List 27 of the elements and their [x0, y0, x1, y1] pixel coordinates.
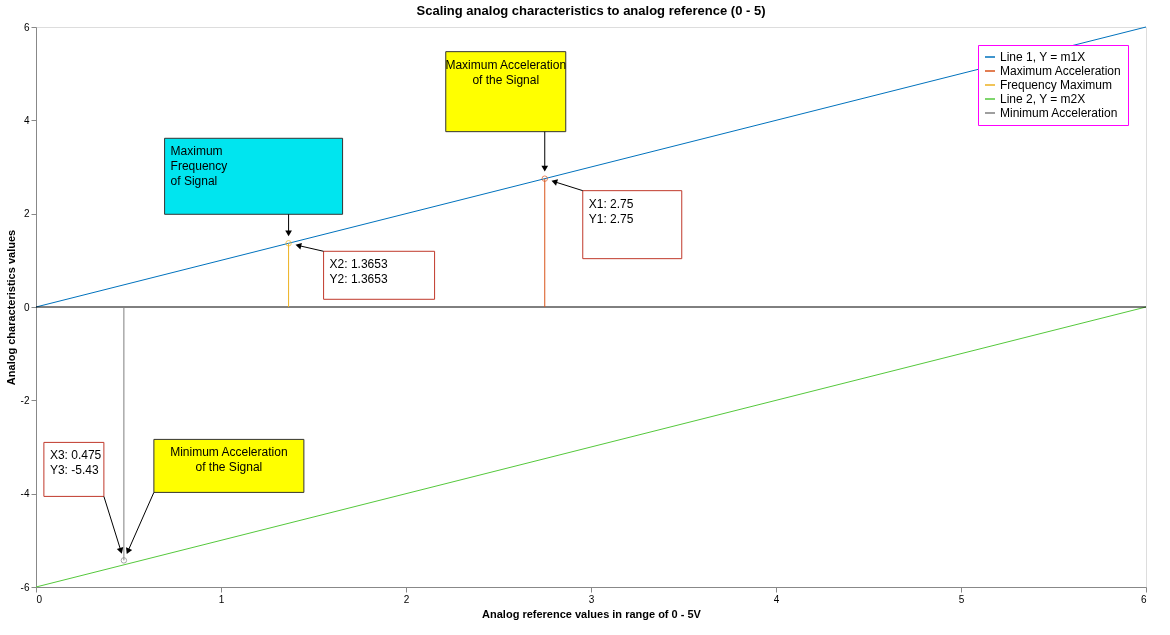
y-tick-label: -2 — [20, 394, 30, 406]
legend-label: Minimum Acceleration — [1000, 106, 1118, 120]
x-axis-title: Analog reference values in range of 0 - 5V — [482, 607, 702, 620]
annotation: Minimum Acceleration of the Signal — [170, 445, 288, 475]
annotation: X1: 2.75 Y1: 2.75 — [588, 196, 634, 226]
x-tick-label: 6 — [1140, 593, 1147, 605]
y-tick-label: -4 — [20, 488, 30, 500]
legend-label: Line 1, Y = m1X — [1000, 50, 1086, 64]
x-tick-label: 5 — [958, 593, 965, 605]
legend-label: Line 2, Y = m2X — [1000, 92, 1086, 106]
x-tick-label: 4 — [773, 593, 780, 605]
y-axis-title: Analog characteristics values — [4, 229, 17, 386]
y-tick-label: 2 — [23, 208, 30, 220]
legend-label: Frequency Maximum — [1000, 78, 1113, 92]
x-tick-label: 1 — [218, 593, 225, 605]
chart-title: Scaling analog characteristics to analog reference (0 - 5) — [416, 3, 766, 18]
legend-label: Maximum Acceleration — [1000, 64, 1121, 78]
x-tick-label: 2 — [403, 593, 410, 605]
annotation: X2: 1.3653 Y2: 1.3653 — [329, 257, 388, 287]
y-tick-label: 0 — [23, 301, 30, 313]
x-tick-label: 3 — [588, 593, 595, 605]
x-tick-label: 0 — [36, 593, 43, 605]
y-tick-label: 6 — [23, 21, 30, 33]
y-tick-label: 4 — [23, 114, 30, 126]
annotation: X3: 0.475 Y3: -5.43 — [49, 448, 102, 478]
annotation: Maximum Frequency of Signal — [170, 144, 228, 189]
y-tick-label: -6 — [20, 581, 30, 593]
